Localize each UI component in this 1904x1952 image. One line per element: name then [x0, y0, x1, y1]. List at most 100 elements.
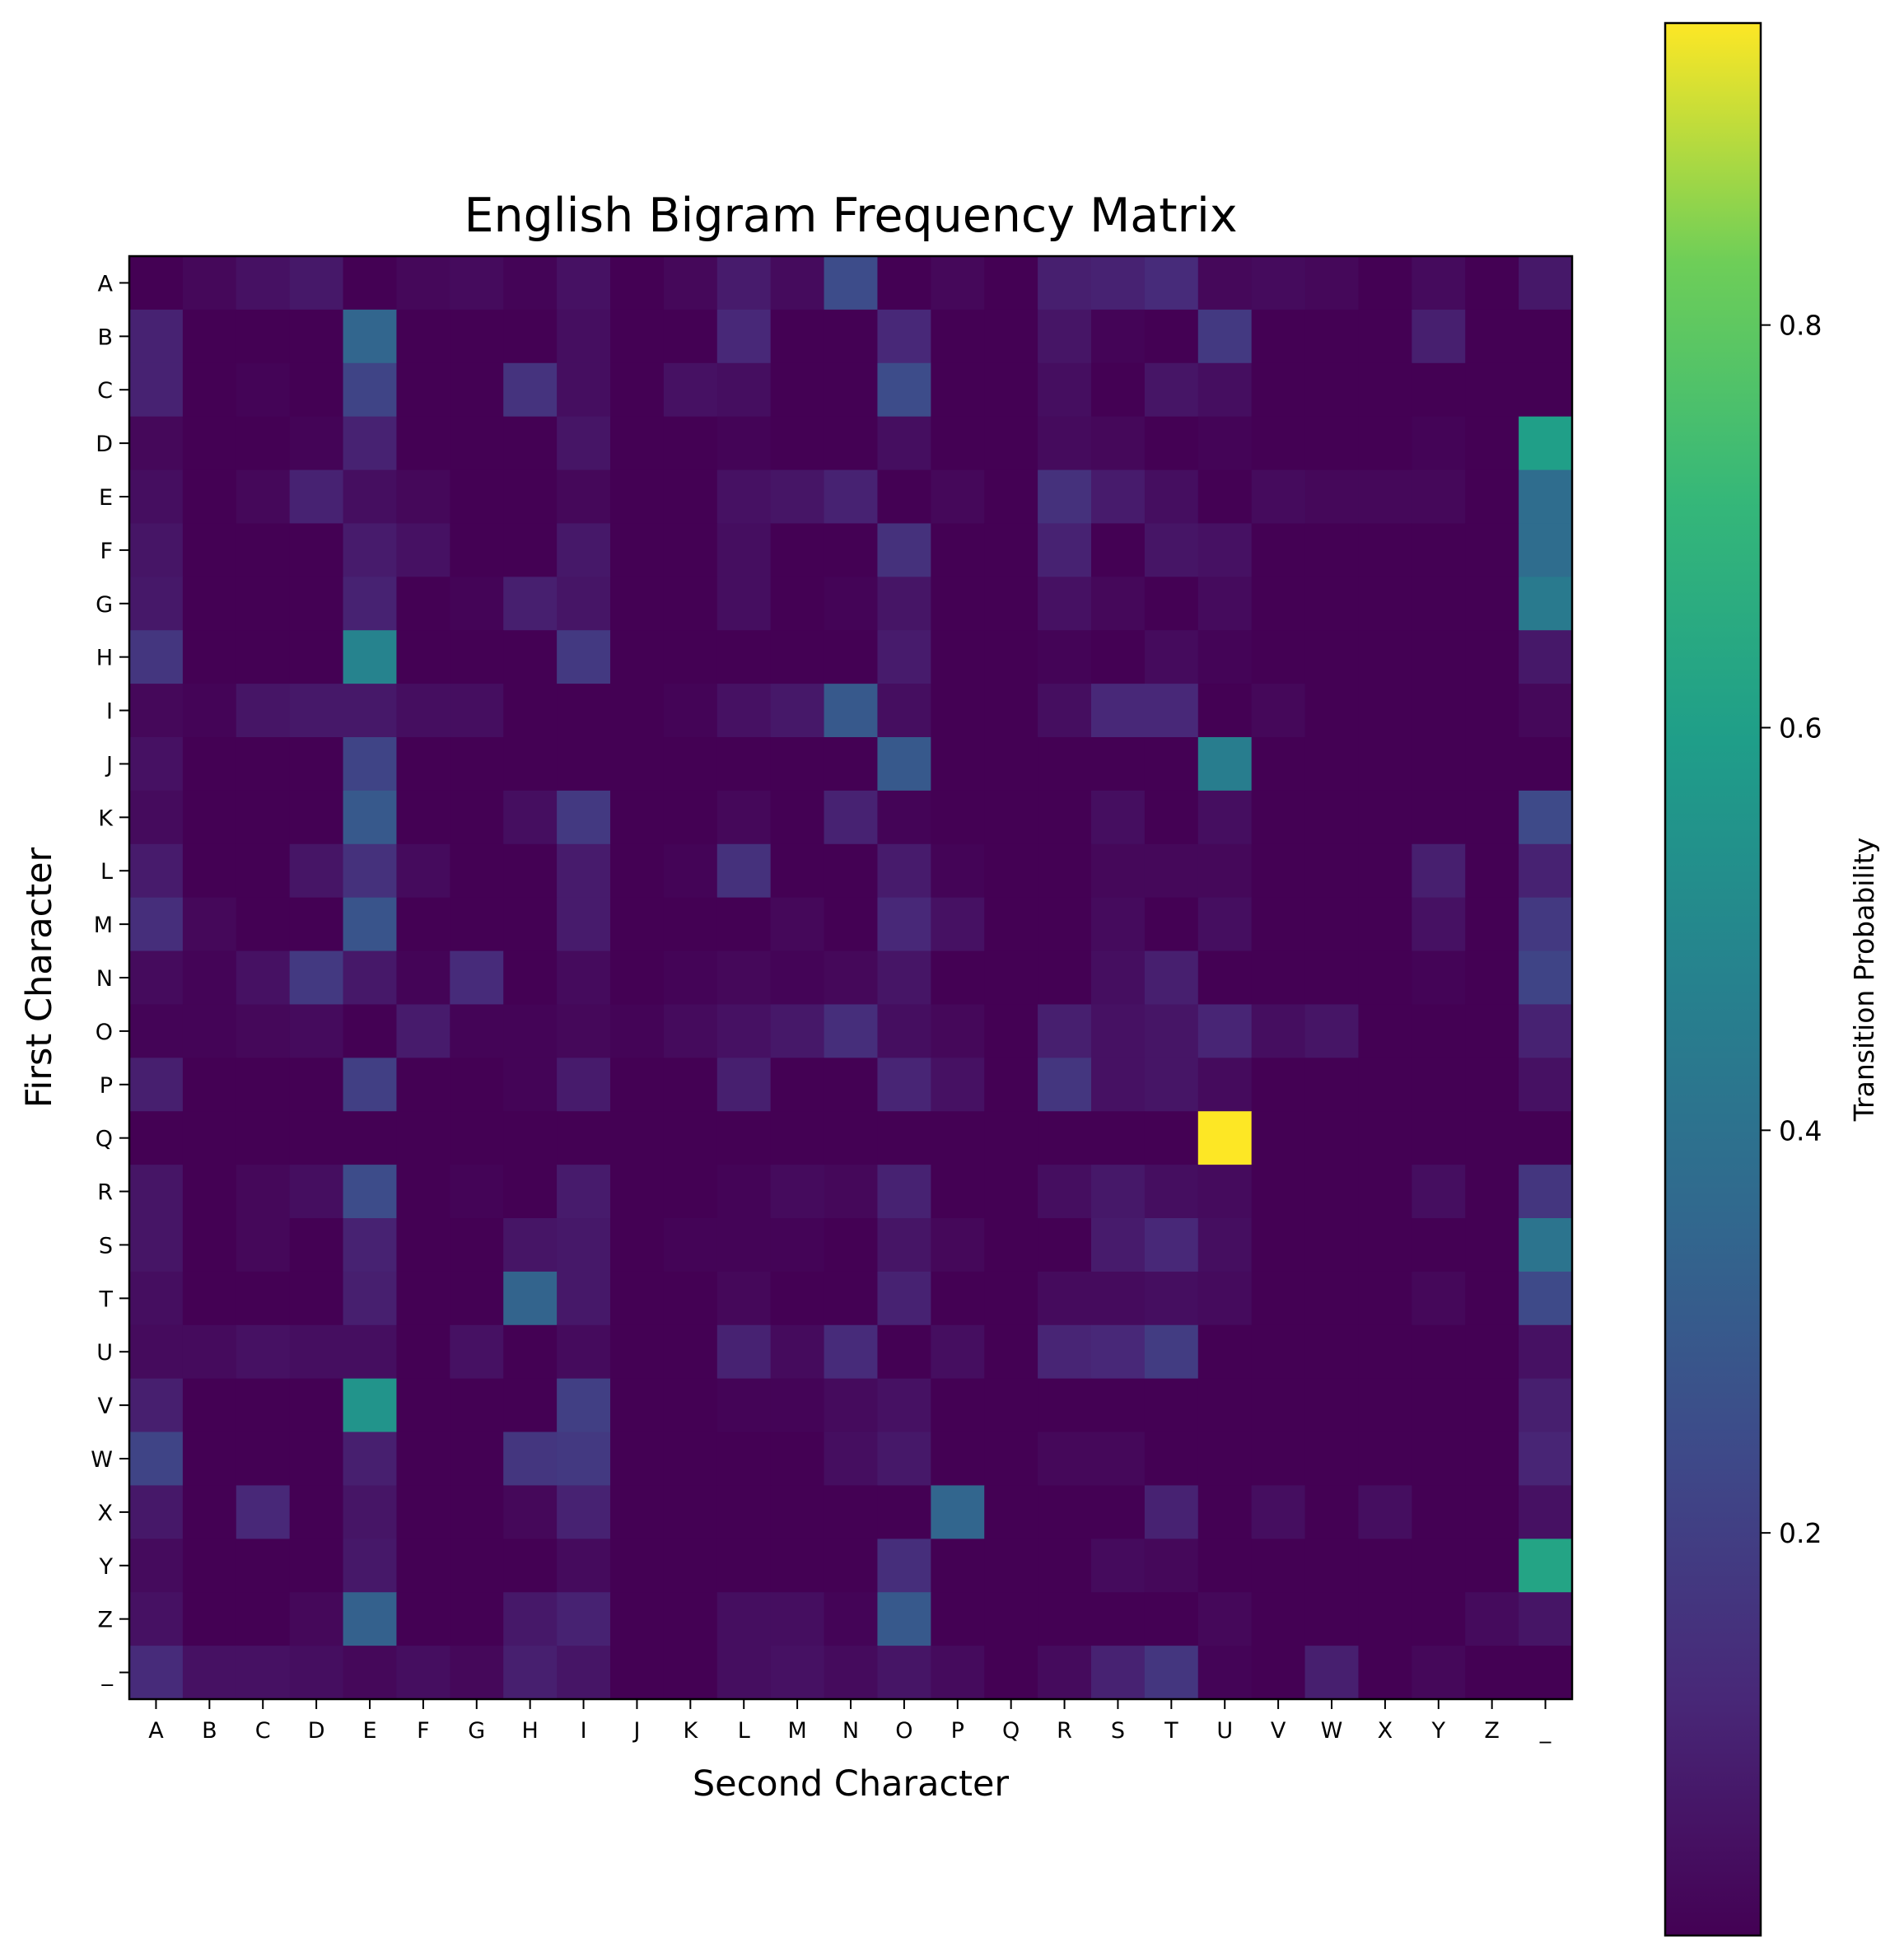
heatmap-cell-T-T — [1144, 1271, 1199, 1326]
heatmap-cell-K-M — [770, 790, 825, 845]
heatmap-cell-Z-W — [1304, 1592, 1360, 1646]
heatmap-cell-U-A — [129, 1324, 184, 1380]
heatmap-cell-D-N — [824, 416, 879, 471]
heatmap-cell-G-Z — [1465, 577, 1519, 631]
heatmap-cell-W-P — [931, 1431, 985, 1487]
heatmap-cell-F-Y — [1412, 523, 1466, 577]
heatmap-cell-G-_ — [1519, 577, 1573, 631]
heatmap-cell-Y-J — [610, 1539, 665, 1593]
heatmap-cell-M-R — [1038, 897, 1092, 952]
heatmap-cell-_-H — [503, 1646, 558, 1700]
x-tick-label: N — [842, 1718, 859, 1744]
heatmap-cell-J-X — [1358, 737, 1412, 792]
heatmap-cell-K-A — [129, 790, 184, 845]
heatmap-cell-I-G — [450, 684, 504, 738]
x-tick-label: M — [787, 1718, 806, 1744]
heatmap-cell-V-K — [663, 1378, 718, 1433]
heatmap-cell-D-I — [557, 416, 611, 471]
heatmap-cell-J-J — [610, 737, 665, 792]
heatmap-cell-V-M — [770, 1378, 825, 1433]
heatmap-cell-Q-I — [557, 1111, 611, 1165]
heatmap-cell-R-U — [1197, 1165, 1253, 1219]
heatmap-cell-P-V — [1251, 1058, 1306, 1112]
heatmap-cell-S-M — [770, 1218, 825, 1273]
heatmap-cell-R-V — [1251, 1165, 1306, 1219]
heatmap-cell-A-K — [663, 256, 718, 311]
heatmap-cell-E-M — [770, 469, 825, 525]
heatmap-cell-A-T — [1144, 256, 1199, 311]
heatmap-cell-Z-U — [1197, 1592, 1253, 1646]
heatmap-cell-N-U — [1197, 950, 1253, 1006]
y-tick-label: F — [100, 539, 113, 564]
y-tick-label: P — [100, 1073, 113, 1099]
heatmap-cell-J-_ — [1519, 737, 1573, 792]
heatmap-cell-Q-Q — [984, 1111, 1038, 1165]
heatmap-cell-G-C — [236, 577, 291, 631]
heatmap-cell-G-F — [396, 577, 450, 631]
heatmap-cell-C-K — [663, 362, 718, 418]
heatmap-cell-C-Q — [984, 362, 1038, 418]
heatmap-cell-C-S — [1091, 362, 1146, 418]
heatmap-cell-_-J — [610, 1646, 665, 1700]
heatmap-cell-S-T — [1144, 1218, 1199, 1273]
heatmap-cell-S-D — [289, 1218, 344, 1273]
heatmap-cell-Z-R — [1038, 1592, 1092, 1646]
heatmap-cell-V-R — [1038, 1378, 1092, 1433]
heatmap-cell-L-U — [1197, 843, 1253, 899]
heatmap-cell-W-T — [1144, 1431, 1199, 1487]
heatmap-cell-K-C — [236, 790, 291, 845]
heatmap-cell-I-J — [610, 684, 665, 738]
heatmap-cell-H-G — [450, 630, 504, 684]
heatmap-cell-W-W — [1304, 1431, 1360, 1487]
heatmap-cell-K-D — [289, 790, 344, 845]
heatmap-cell-L-M — [770, 843, 825, 899]
y-tick-label: B — [97, 325, 113, 350]
heatmap-cell-R-H — [503, 1165, 558, 1219]
heatmap-cell-T-U — [1197, 1271, 1253, 1326]
y-tick-label: M — [94, 913, 113, 938]
heatmap-cell-Z-X — [1358, 1592, 1412, 1646]
heatmap-cell-D-P — [931, 416, 985, 471]
heatmap-cell-H-R — [1038, 630, 1092, 684]
heatmap-cell-U-B — [182, 1324, 237, 1380]
heatmap-cell-G-M — [770, 577, 825, 631]
heatmap-cell-J-V — [1251, 737, 1306, 792]
heatmap-cell-P-A — [129, 1058, 184, 1112]
heatmap-cell-V-B — [182, 1378, 237, 1433]
heatmap-cell-Z-V — [1251, 1592, 1306, 1646]
heatmap-cell-W-V — [1251, 1431, 1306, 1487]
heatmap-cell-T-F — [396, 1271, 450, 1326]
heatmap-cell-Z-I — [557, 1592, 611, 1646]
heatmap-cell-P-_ — [1519, 1058, 1573, 1112]
heatmap-cell-Y-X — [1358, 1539, 1412, 1593]
heatmap-cell-Q-A — [129, 1111, 184, 1165]
heatmap-cell-_-T — [1144, 1646, 1199, 1700]
x-tick-label: F — [417, 1718, 430, 1744]
heatmap-cell-O-K — [663, 1004, 718, 1058]
heatmap-cell-Y-A — [129, 1539, 184, 1593]
heatmap-cell-R-Q — [984, 1165, 1038, 1219]
heatmap-cell-K-O — [877, 790, 931, 845]
heatmap-cell-R-A — [129, 1165, 184, 1219]
heatmap-cell-L-H — [503, 843, 558, 899]
x-tick-label: S — [1111, 1718, 1125, 1744]
heatmap-cell-N-S — [1091, 950, 1146, 1006]
heatmap-cell-N-W — [1304, 950, 1360, 1006]
heatmap-cell-C-O — [877, 362, 931, 418]
heatmap-cell-J-P — [931, 737, 985, 792]
heatmap-cell-K-G — [450, 790, 504, 845]
heatmap-cell-U-S — [1091, 1324, 1146, 1380]
heatmap-cell-A-Q — [984, 256, 1038, 311]
heatmap-cell-D-V — [1251, 416, 1306, 471]
heatmap-cell-S-V — [1251, 1218, 1306, 1273]
heatmap-cell-T-G — [450, 1271, 504, 1326]
heatmap-cell-E-B — [182, 469, 237, 525]
heatmap-cell-A-H — [503, 256, 558, 311]
heatmap-cell-C-W — [1304, 362, 1360, 418]
heatmap-cell-O-D — [289, 1004, 344, 1058]
x-tick-label: T — [1164, 1718, 1178, 1744]
heatmap-cell-D-K — [663, 416, 718, 471]
heatmap-cell-G-G — [450, 577, 504, 631]
heatmap-cell-S-F — [396, 1218, 450, 1273]
heatmap-cell-B-Q — [984, 309, 1038, 364]
